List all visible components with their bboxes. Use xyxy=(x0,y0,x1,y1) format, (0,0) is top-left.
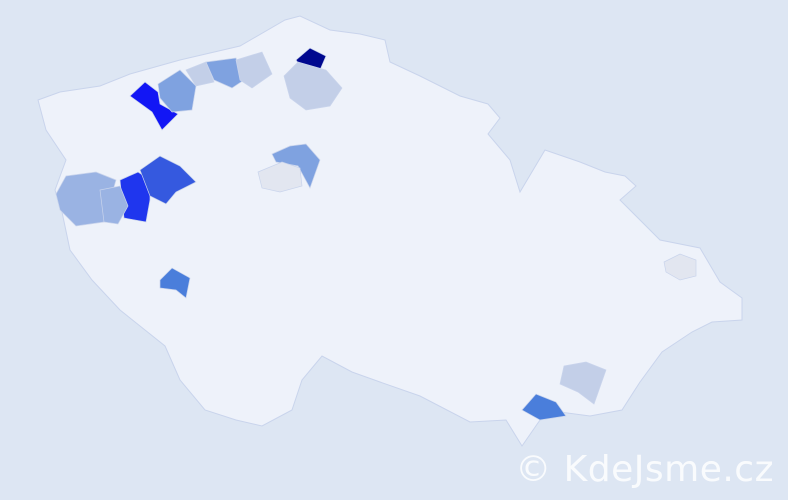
watermark: © KdeJsme.cz xyxy=(515,449,774,490)
district-region[interactable] xyxy=(663,253,697,281)
district-region[interactable] xyxy=(559,361,607,405)
district-region[interactable] xyxy=(235,51,273,89)
district-region[interactable] xyxy=(205,57,245,89)
district-region[interactable] xyxy=(159,267,191,299)
district-region[interactable] xyxy=(257,161,303,193)
district-region[interactable] xyxy=(283,61,343,111)
district-region[interactable] xyxy=(139,155,197,205)
district-region[interactable] xyxy=(521,393,567,421)
district-region[interactable] xyxy=(185,61,215,87)
country-outline xyxy=(37,15,743,447)
district-region[interactable] xyxy=(99,185,129,225)
district-region[interactable] xyxy=(157,69,197,113)
